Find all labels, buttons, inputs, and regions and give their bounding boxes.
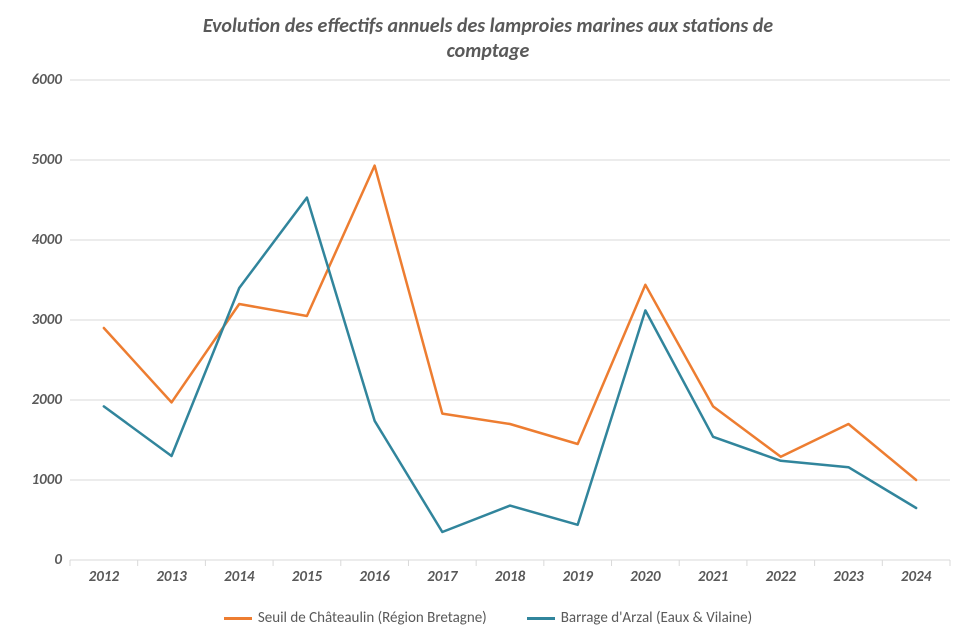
x-tick-label: 2016 bbox=[359, 560, 389, 586]
chart-title-line2: comptage bbox=[447, 39, 530, 63]
y-tick-label: 1000 bbox=[32, 471, 70, 489]
plot-area: 0100020003000400050006000201220132014201… bbox=[70, 80, 950, 560]
legend-label: Seuil de Châteaulin (Région Bretagne) bbox=[258, 609, 487, 627]
plot-svg bbox=[70, 80, 950, 560]
x-tick-label: 2013 bbox=[156, 560, 186, 586]
series-line bbox=[104, 198, 916, 532]
x-tick-label: 2020 bbox=[630, 560, 660, 586]
chart-title-line1: Evolution des effectifs annuels des lamp… bbox=[203, 14, 773, 38]
x-tick-label: 2019 bbox=[562, 560, 592, 586]
chart-title: Evolution des effectifs annuels des lamp… bbox=[0, 14, 976, 64]
x-tick-label: 2023 bbox=[833, 560, 863, 586]
legend-swatch bbox=[224, 617, 252, 620]
legend-item: Seuil de Châteaulin (Région Bretagne) bbox=[224, 609, 487, 627]
x-tick-label: 2017 bbox=[427, 560, 457, 586]
legend-label: Barrage d'Arzal (Eaux & Vilaine) bbox=[561, 609, 752, 627]
x-tick-label: 2021 bbox=[698, 560, 728, 586]
x-tick-label: 2022 bbox=[766, 560, 796, 586]
y-tick-label: 5000 bbox=[32, 151, 70, 169]
x-tick-label: 2024 bbox=[901, 560, 931, 586]
legend-item: Barrage d'Arzal (Eaux & Vilaine) bbox=[527, 609, 752, 627]
y-tick-label: 4000 bbox=[32, 231, 70, 249]
y-tick-label: 0 bbox=[54, 551, 70, 569]
chart-container: Evolution des effectifs annuels des lamp… bbox=[0, 0, 976, 637]
x-tick-label: 2015 bbox=[292, 560, 322, 586]
legend-swatch bbox=[527, 617, 555, 620]
y-tick-label: 6000 bbox=[32, 71, 70, 89]
y-tick-label: 3000 bbox=[32, 311, 70, 329]
y-tick-label: 2000 bbox=[32, 391, 70, 409]
legend: Seuil de Châteaulin (Région Bretagne) Bar… bbox=[0, 609, 976, 627]
x-tick-label: 2018 bbox=[495, 560, 525, 586]
x-tick-label: 2012 bbox=[89, 560, 119, 586]
x-tick-label: 2014 bbox=[224, 560, 254, 586]
